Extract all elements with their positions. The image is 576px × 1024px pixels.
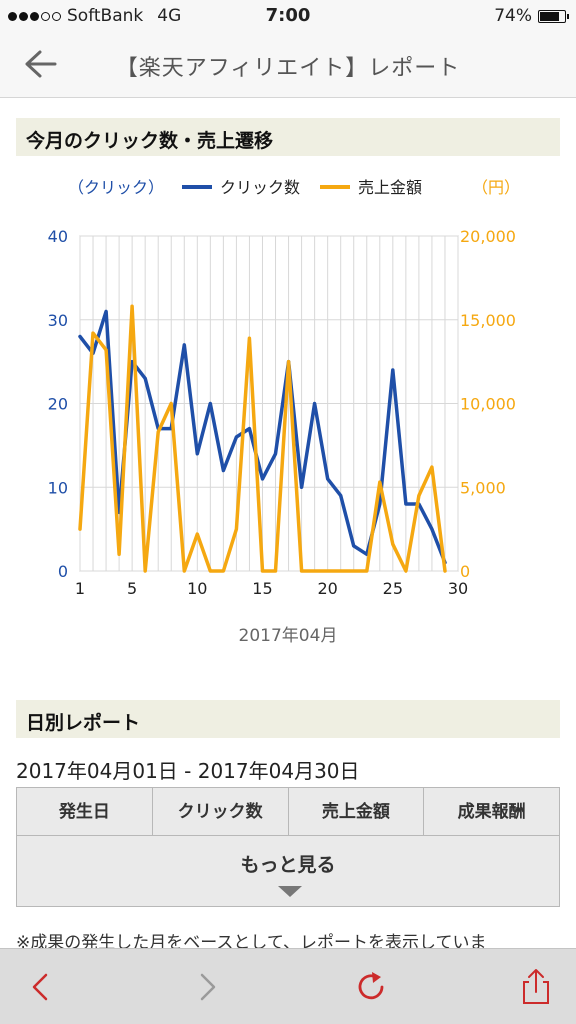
daily-report-table: 発生日 クリック数 売上金額 成果報酬 もっと見る: [16, 787, 560, 907]
back-arrow-icon[interactable]: [22, 48, 58, 80]
x-axis-label: 2017年04月: [239, 626, 338, 646]
y-left-tick-label: 0: [58, 562, 68, 581]
sales-series-line: [78, 304, 447, 573]
daily-report-header: 日別レポート: [16, 700, 560, 738]
column-header-sales[interactable]: 売上金額: [289, 788, 425, 835]
show-more-button[interactable]: もっと見る: [17, 836, 559, 906]
x-tick-label: 25: [383, 579, 403, 598]
y-right-tick-label: 15,000: [460, 311, 516, 330]
legend-clicks-label: クリック数: [220, 178, 300, 197]
y-right-tick-label: 5,000: [460, 478, 506, 497]
x-tick-label: 1: [75, 579, 85, 598]
y-left-tick-label: 10: [48, 478, 68, 497]
battery-percent: 74%: [494, 6, 532, 26]
y-right-tick-label: 10,000: [460, 395, 516, 414]
y-right-tick-label: 20,000: [460, 227, 516, 246]
carrier-group: SoftBank 4G: [8, 6, 181, 26]
legend-sales-label: 売上金額: [358, 178, 422, 197]
reload-icon[interactable]: [352, 967, 392, 1007]
navigation-bar: 【楽天アフィリエイト】レポート: [0, 32, 576, 98]
back-chevron-icon[interactable]: [22, 967, 62, 1007]
clicks-series-line: [78, 309, 447, 565]
y-right-tick-label: 0: [460, 562, 470, 581]
page-title: 【楽天アフィリエイト】レポート: [115, 56, 461, 81]
x-tick-label: 15: [252, 579, 272, 598]
browser-toolbar: [0, 948, 576, 1024]
column-header-reward[interactable]: 成果報酬: [457, 802, 526, 822]
x-tick-label: 5: [127, 579, 137, 598]
x-tick-label: 10: [187, 579, 207, 598]
chart-section-header: 今月のクリック数・売上遷移: [16, 118, 560, 156]
battery-group: 74%: [494, 6, 569, 26]
forward-chevron-icon[interactable]: [186, 967, 226, 1007]
x-tick-label: 20: [317, 579, 337, 598]
network-type: 4G: [157, 6, 182, 26]
chart-series: [78, 304, 447, 573]
x-tick-label: 30: [448, 579, 468, 598]
column-header-clicks[interactable]: クリック数: [153, 788, 289, 835]
chart-legend: （クリック） クリック数 売上金額 （円）: [68, 178, 520, 197]
battery-icon: [538, 9, 569, 23]
signal-strength-icon: [8, 11, 61, 21]
status-bar: SoftBank 4G 7:00 74%: [0, 0, 576, 32]
carrier-name: SoftBank: [67, 6, 144, 26]
table-header-row: 発生日 クリック数 売上金額 成果報酬: [17, 788, 559, 836]
left-axis-unit: （クリック）: [68, 178, 164, 197]
y-left-tick-label: 30: [48, 311, 68, 330]
clock: 7:00: [265, 5, 311, 26]
date-range: 2017年04月01日 - 2017年04月30日: [16, 759, 360, 783]
column-header-date[interactable]: 発生日: [17, 788, 153, 835]
right-axis-unit: （円）: [472, 178, 520, 197]
y-left-tick-label: 20: [48, 395, 68, 414]
y-left-tick-label: 40: [48, 227, 68, 246]
expand-triangle-icon: [278, 886, 302, 897]
show-more-label: もっと見る: [240, 854, 336, 876]
share-icon[interactable]: [516, 967, 556, 1007]
